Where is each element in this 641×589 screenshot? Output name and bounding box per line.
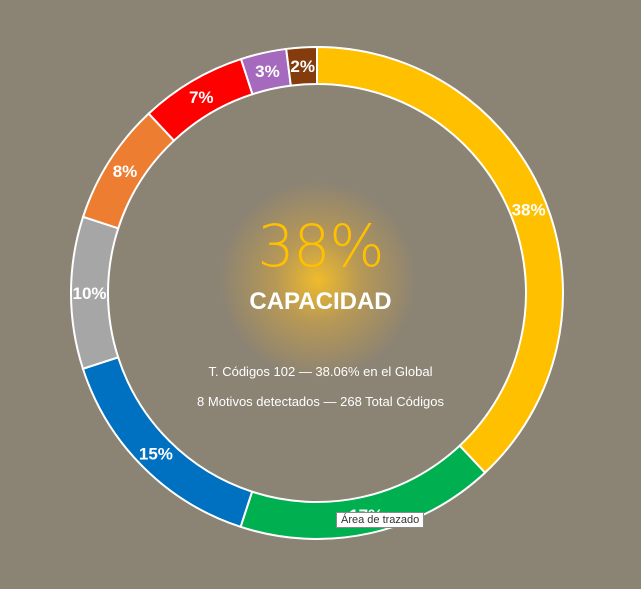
slice-label-1: 38% bbox=[512, 200, 546, 219]
center-glow bbox=[218, 180, 418, 380]
slice-8[interactable] bbox=[285, 45, 318, 87]
slice-label-7: 3% bbox=[255, 62, 280, 81]
plot-area-tooltip: Área de trazado bbox=[336, 512, 425, 528]
slice-label-5: 8% bbox=[113, 162, 138, 181]
center-label: CAPACIDAD bbox=[249, 288, 392, 315]
slice-label-4: 10% bbox=[72, 284, 106, 303]
slice-3[interactable] bbox=[81, 356, 254, 529]
info-line-2: 8 Motivos detectados — 268 Total Códigos bbox=[197, 394, 444, 409]
center-percent: 38% bbox=[257, 212, 385, 280]
slice-label-3: 15% bbox=[139, 445, 173, 464]
slice-label-6: 7% bbox=[189, 88, 214, 107]
info-line-1: T. Códigos 102 — 38.06% en el Global bbox=[208, 364, 433, 379]
slice-label-8: 2% bbox=[290, 57, 315, 76]
